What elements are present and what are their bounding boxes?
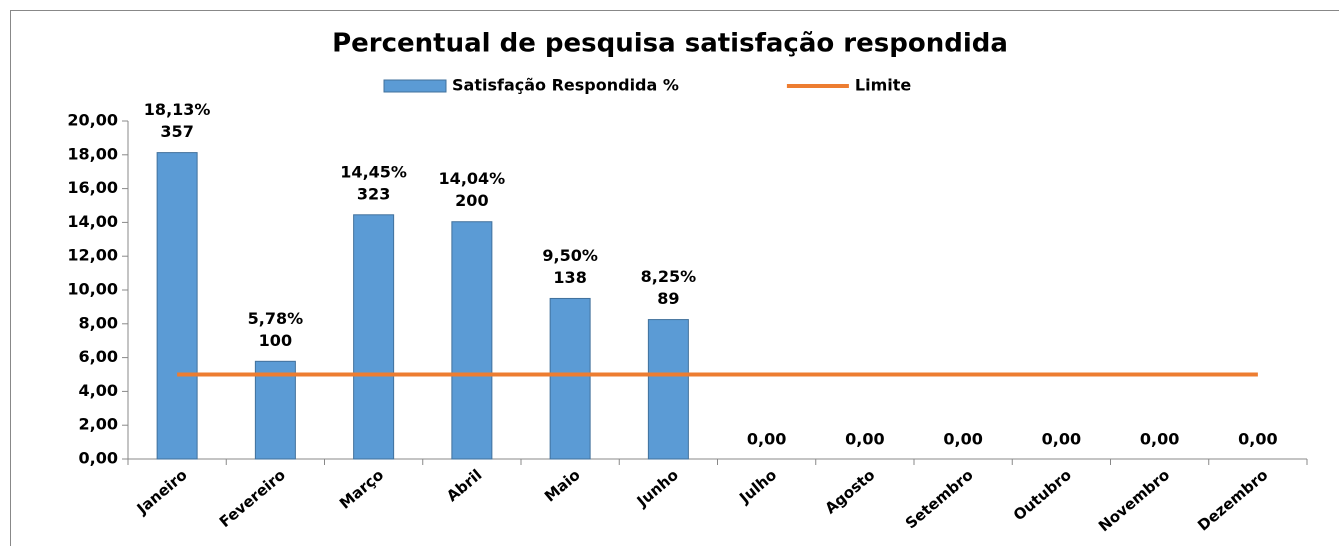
bar (452, 222, 492, 459)
data-label: 5,78% (248, 309, 304, 328)
count-label: 89 (657, 289, 679, 308)
data-label: 0,00 (747, 430, 786, 449)
count-label: 357 (160, 122, 193, 141)
y-tick-label: 12,00 (67, 246, 118, 265)
data-label: 14,04% (439, 169, 506, 188)
chart-title: Percentual de pesquisa satisfação respon… (332, 29, 1008, 59)
count-label: 200 (455, 191, 488, 210)
y-tick-label: 20,00 (67, 111, 118, 130)
y-tick-label: 14,00 (67, 212, 118, 231)
data-label: 0,00 (845, 430, 884, 449)
y-tick-label: 10,00 (67, 280, 118, 299)
data-label: 0,00 (1140, 430, 1179, 449)
bar (648, 320, 688, 459)
data-label: 14,45% (340, 162, 407, 181)
data-label: 0,00 (1042, 430, 1081, 449)
data-label: 9,50% (542, 246, 598, 265)
legend-label: Satisfação Respondida % (452, 76, 679, 95)
y-tick-label: 2,00 (79, 415, 118, 434)
bar (550, 298, 590, 459)
y-tick-label: 16,00 (67, 178, 118, 197)
data-label: 0,00 (943, 430, 982, 449)
legend-label: Limite (855, 76, 911, 95)
data-label: 18,13% (144, 100, 211, 119)
y-tick-label: 6,00 (79, 347, 118, 366)
data-label: 8,25% (641, 267, 697, 286)
y-tick-label: 18,00 (67, 144, 118, 163)
bar (157, 153, 197, 459)
data-label: 0,00 (1238, 430, 1277, 449)
count-label: 100 (259, 331, 292, 350)
y-tick-label: 4,00 (79, 381, 118, 400)
bar (354, 215, 394, 459)
y-tick-label: 0,00 (79, 449, 118, 468)
legend-swatch (384, 80, 446, 92)
y-tick-label: 8,00 (79, 313, 118, 332)
count-label: 323 (357, 184, 390, 203)
count-label: 138 (553, 268, 586, 287)
